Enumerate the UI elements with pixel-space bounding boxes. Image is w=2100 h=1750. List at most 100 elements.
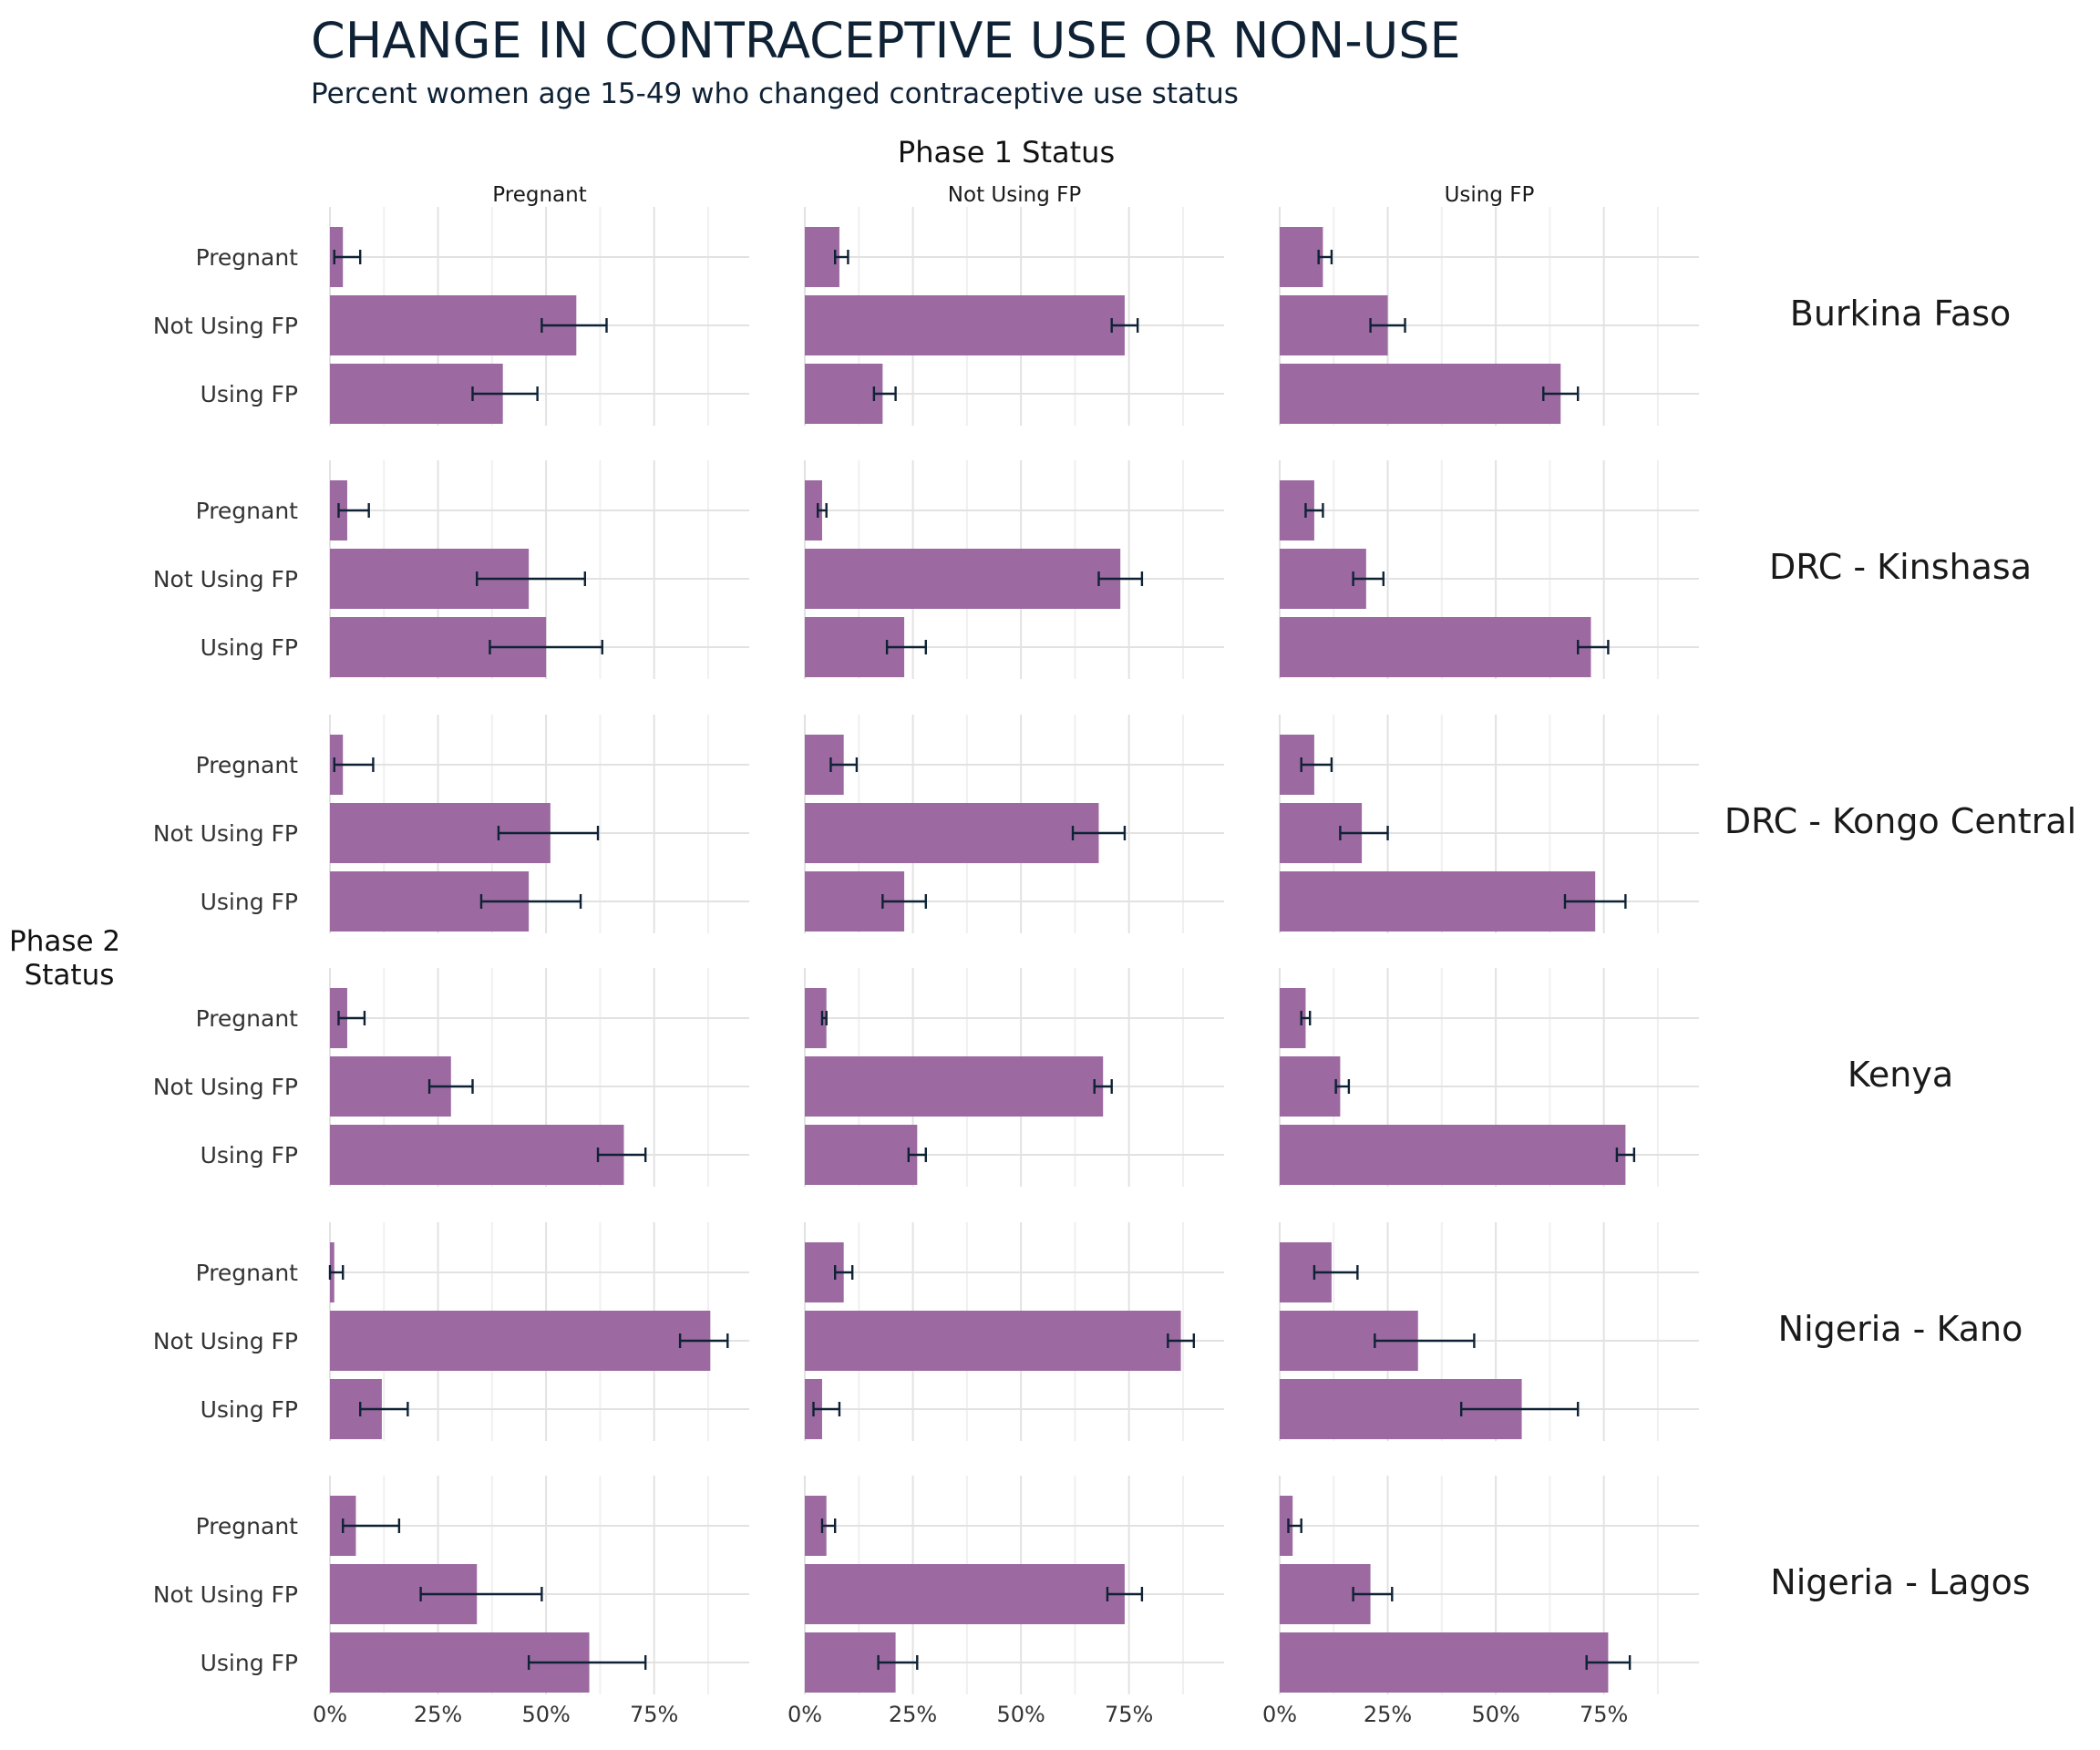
column-facet-title: Phase 1 Status — [898, 135, 1115, 170]
panel-kenya-using-fp — [1279, 968, 1699, 1187]
error-bar-not-using-fp — [476, 571, 586, 586]
y-tick-label: Using FP — [201, 1396, 298, 1423]
error-bar-using-fp — [596, 1148, 647, 1162]
bar-using-fp — [1280, 1632, 1609, 1693]
bar-not-using-fp — [805, 549, 1121, 609]
error-bar-not-using-fp — [1352, 571, 1385, 586]
row-strip-label: Nigeria - Lagos — [1770, 1562, 2030, 1602]
panel-drc-kinshasa-not-using-fp — [804, 460, 1224, 679]
error-bar-using-fp — [471, 386, 539, 401]
error-bar-not-using-fp — [1110, 318, 1139, 333]
error-bar-using-fp — [1459, 1402, 1580, 1416]
bar-not-using-fp — [805, 1056, 1104, 1117]
bar-using-fp — [805, 1125, 918, 1185]
y-tick-label: Not Using FP — [153, 566, 298, 592]
row-strip-label: DRC - Kinshasa — [1769, 547, 2032, 587]
y-tick-label: Pregnant — [196, 1513, 299, 1539]
x-tick-label: 0% — [1262, 1702, 1297, 1727]
x-tick-label: 75% — [1580, 1702, 1628, 1727]
error-bar-pregnant — [342, 1518, 401, 1533]
error-bar-using-fp — [907, 1148, 927, 1162]
y-tick-label: Using FP — [201, 381, 298, 407]
error-bar-using-fp — [877, 1655, 919, 1670]
x-tick-label: 50% — [521, 1702, 570, 1727]
bar-pregnant — [805, 1496, 827, 1556]
x-tick-label: 75% — [1105, 1702, 1153, 1727]
y-tick-label: Using FP — [201, 1650, 298, 1676]
row-strip-label: Nigeria - Kano — [1778, 1309, 2023, 1349]
error-bar-pregnant — [333, 250, 362, 264]
row-facet-title: Phase 2 Status — [9, 925, 129, 992]
y-tick-label: Not Using FP — [153, 1328, 298, 1354]
panel-burkina-faso-not-using-fp — [804, 207, 1224, 426]
row-strip-label: Burkina Faso — [1790, 293, 2012, 334]
error-bar-not-using-fp — [1339, 826, 1389, 840]
x-tick-label: 0% — [313, 1702, 347, 1727]
error-bar-not-using-fp — [540, 318, 608, 333]
column-strip-label: Using FP — [1445, 183, 1535, 207]
error-bar-using-fp — [479, 894, 582, 909]
error-bar-pregnant — [833, 250, 849, 264]
error-bar-not-using-fp — [427, 1079, 474, 1094]
error-bar-using-fp — [1542, 386, 1580, 401]
error-bar-pregnant — [1312, 1265, 1359, 1280]
error-bar-pregnant — [1300, 1011, 1312, 1025]
bar-pregnant — [805, 480, 822, 540]
panel-burkina-faso-pregnant — [329, 207, 749, 426]
y-tick-label: Using FP — [201, 1142, 298, 1168]
error-bar-pregnant — [833, 1265, 854, 1280]
error-bar-not-using-fp — [1167, 1333, 1196, 1348]
y-tick-label: Not Using FP — [153, 1581, 298, 1608]
bar-pregnant — [1280, 1496, 1293, 1556]
panel-nigeria-kano-using-fp — [1279, 1222, 1699, 1441]
error-bar-using-fp — [872, 386, 897, 401]
error-bar-using-fp — [885, 640, 927, 654]
y-tick-label: Not Using FP — [153, 1074, 298, 1100]
panel-kenya-not-using-fp — [804, 968, 1224, 1187]
panel-nigeria-kano-pregnant — [328, 1222, 749, 1441]
panel-drc-kongo-central-using-fp — [1279, 715, 1699, 933]
error-bar-using-fp — [1577, 640, 1610, 654]
panel-drc-kinshasa-using-fp — [1279, 460, 1699, 679]
error-bar-not-using-fp — [497, 826, 600, 840]
error-bar-pregnant — [820, 1518, 837, 1533]
error-bar-pregnant — [1300, 757, 1333, 772]
error-bar-using-fp — [489, 640, 603, 654]
x-tick-label: 50% — [1471, 1702, 1519, 1727]
bar-not-using-fp — [805, 1311, 1181, 1371]
x-tick-label: 25% — [889, 1702, 937, 1727]
x-tick-label: 50% — [996, 1702, 1045, 1727]
panel-nigeria-lagos-not-using-fp — [804, 1476, 1224, 1694]
error-bar-pregnant — [328, 1265, 345, 1280]
error-bar-using-fp — [1615, 1148, 1636, 1162]
bar-not-using-fp — [1280, 1056, 1341, 1117]
error-bar-pregnant — [333, 757, 375, 772]
bar-not-using-fp — [805, 803, 1099, 863]
error-bar-not-using-fp — [1369, 318, 1406, 333]
y-tick-label: Using FP — [201, 634, 298, 661]
panel-nigeria-lagos-using-fp — [1279, 1476, 1699, 1694]
bar-not-using-fp — [330, 295, 577, 355]
bar-not-using-fp — [330, 1311, 711, 1371]
error-bar-using-fp — [812, 1402, 841, 1416]
error-bar-not-using-fp — [1352, 1587, 1394, 1601]
error-bar-using-fp — [1585, 1655, 1632, 1670]
bar-pregnant — [805, 227, 839, 287]
error-bar-pregnant — [1287, 1518, 1302, 1533]
error-bar-not-using-fp — [1374, 1333, 1476, 1348]
bar-pregnant — [805, 988, 827, 1048]
error-bar-pregnant — [1304, 503, 1324, 518]
panel-nigeria-lagos-pregnant — [329, 1476, 749, 1694]
bar-using-fp — [1280, 1125, 1626, 1185]
bar-using-fp — [805, 364, 883, 424]
error-bar-pregnant — [817, 503, 828, 518]
y-tick-label: Pregnant — [196, 244, 299, 271]
error-bar-pregnant — [829, 757, 859, 772]
chart-subtitle: Percent women age 15-49 who changed cont… — [311, 77, 1239, 110]
bar-not-using-fp — [805, 1564, 1125, 1624]
panel-kenya-pregnant — [329, 968, 749, 1187]
y-tick-label: Pregnant — [196, 1005, 299, 1032]
error-bar-not-using-fp — [1106, 1587, 1144, 1601]
column-strip-label: Not Using FP — [948, 183, 1082, 207]
y-tick-label: Pregnant — [196, 1260, 299, 1286]
